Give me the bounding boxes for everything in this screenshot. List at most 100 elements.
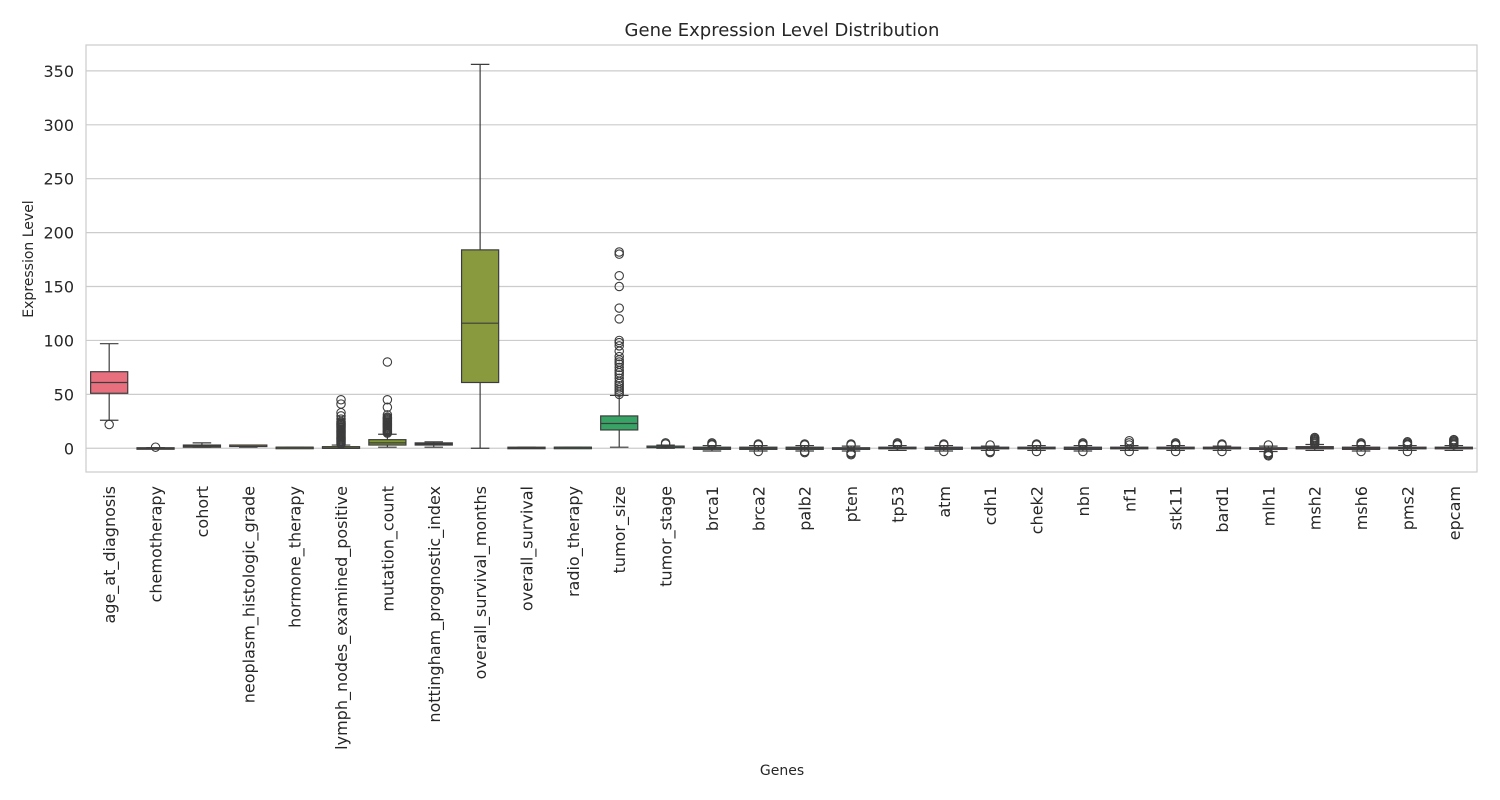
x-tick-label: atm xyxy=(935,486,954,518)
x-tick-label: radio_therapy xyxy=(564,486,584,597)
x-tick-label: tumor_size xyxy=(610,486,630,573)
y-tick-label: 200 xyxy=(43,224,74,243)
x-tick-label: nottingham_prognostic_index xyxy=(425,486,445,723)
outlier-point xyxy=(382,357,393,367)
outlier-point xyxy=(1402,437,1413,447)
outlier-point xyxy=(336,411,346,421)
x-tick-label: neoplasm_histologic_grade xyxy=(239,486,259,703)
box-series xyxy=(90,63,1473,461)
grid-lines xyxy=(86,70,1477,449)
box-palb2 xyxy=(785,439,824,458)
x-tick-label: chek2 xyxy=(1028,486,1047,534)
outlier-point xyxy=(614,247,624,257)
outlier-point xyxy=(753,446,764,457)
outlier-point xyxy=(1078,438,1088,448)
box-radio_therapy xyxy=(553,446,592,450)
outlier-point xyxy=(985,446,995,457)
x-tick-label: bard1 xyxy=(1213,486,1232,533)
outlier-point xyxy=(1031,439,1042,449)
box-lymph_nodes_examined_positive xyxy=(321,395,361,449)
box-cohort xyxy=(182,442,222,448)
x-tick-label: tp53 xyxy=(888,486,907,523)
box-nottingham_prognostic_index xyxy=(414,441,453,448)
outlier-point xyxy=(1217,439,1227,449)
x-tick-label: msh6 xyxy=(1352,486,1371,530)
box-brca2 xyxy=(739,439,778,457)
outlier-point xyxy=(614,303,624,313)
box-hormone_therapy xyxy=(275,446,314,450)
x-tick-label: brca2 xyxy=(749,486,768,531)
box-tumor_size xyxy=(600,247,639,448)
outlier-point xyxy=(939,439,949,449)
outlier-point xyxy=(614,373,624,383)
y-tick-label: 350 xyxy=(43,62,74,81)
x-tick-label: brca1 xyxy=(703,486,722,531)
box-epcam xyxy=(1434,434,1473,452)
outlier-point xyxy=(1170,438,1181,448)
box-chemotherapy xyxy=(136,442,175,452)
y-tick-label: 300 xyxy=(43,116,74,135)
outlier-point xyxy=(382,395,393,405)
x-tick-label: pms2 xyxy=(1398,486,1417,530)
outlier-point xyxy=(846,439,856,449)
y-tick-label: 0 xyxy=(64,439,74,458)
box-bard1 xyxy=(1202,439,1242,457)
outlier-point xyxy=(614,314,624,324)
y-tick-label: 250 xyxy=(43,170,74,189)
x-tick-label: msh2 xyxy=(1306,486,1325,530)
outlier-point xyxy=(614,249,624,259)
x-tick-labels: age_at_diagnosis chemotherapy cohort neopla… xyxy=(100,486,1464,750)
outlier-point xyxy=(1217,446,1227,457)
outlier-point xyxy=(382,402,393,413)
outlier-point xyxy=(1263,447,1274,458)
box-nf1 xyxy=(1110,435,1149,457)
outlier-point xyxy=(753,439,764,449)
box-atm xyxy=(924,439,963,457)
box-msh6 xyxy=(1341,438,1381,457)
box-overall_survival_months xyxy=(460,63,500,449)
outlier-point xyxy=(614,271,624,281)
box-nbn xyxy=(1063,438,1103,457)
box-tumor_stage xyxy=(646,438,685,449)
box-overall_survival xyxy=(507,446,546,450)
x-tick-label: mutation_count xyxy=(378,486,398,612)
box-tp53 xyxy=(878,438,917,452)
outlier-point xyxy=(660,438,671,448)
y-axis-label: Expression Level xyxy=(21,200,37,317)
x-tick-label: palb2 xyxy=(796,486,815,531)
outlier-point xyxy=(614,341,624,351)
outlier-point xyxy=(1263,440,1274,450)
x-tick-label: lymph_nodes_examined_positive xyxy=(332,486,352,750)
x-tick-label: stk11 xyxy=(1167,486,1186,530)
box-iqr xyxy=(460,249,500,384)
plot-frame xyxy=(85,44,1478,473)
outlier-point xyxy=(614,281,624,292)
x-tick-label: chemotherapy xyxy=(147,486,166,602)
outlier-point xyxy=(799,439,810,449)
x-tick-label: pten xyxy=(842,486,861,522)
outlier-point xyxy=(985,440,995,450)
box-neoplasm_histologic_grade xyxy=(229,444,268,448)
x-tick-label: tumor_stage xyxy=(657,486,677,587)
outlier-point xyxy=(1031,446,1042,457)
y-tick-label: 100 xyxy=(43,331,74,350)
outlier-point xyxy=(892,438,903,448)
box-msh2 xyxy=(1295,432,1334,452)
outlier-point xyxy=(150,442,161,452)
x-tick-label: nbn xyxy=(1074,486,1093,516)
outlier-point xyxy=(382,410,393,420)
box-mlh1 xyxy=(1249,440,1288,461)
outlier-point xyxy=(1449,434,1459,445)
x-tick-label: overall_survival_months xyxy=(471,486,491,679)
x-tick-label: hormone_therapy xyxy=(286,486,306,628)
box-cdh1 xyxy=(971,440,1010,458)
outlier-point xyxy=(614,351,624,362)
outlier-point xyxy=(336,414,346,424)
y-tick-labels: 0 50 100 150 200 250 300 350 xyxy=(43,62,74,458)
outlier-point xyxy=(1309,432,1320,443)
outlier-point xyxy=(1124,435,1135,446)
outlier-point xyxy=(336,399,346,409)
x-tick-label: overall_survival xyxy=(517,486,537,611)
outlier-point xyxy=(614,362,624,373)
